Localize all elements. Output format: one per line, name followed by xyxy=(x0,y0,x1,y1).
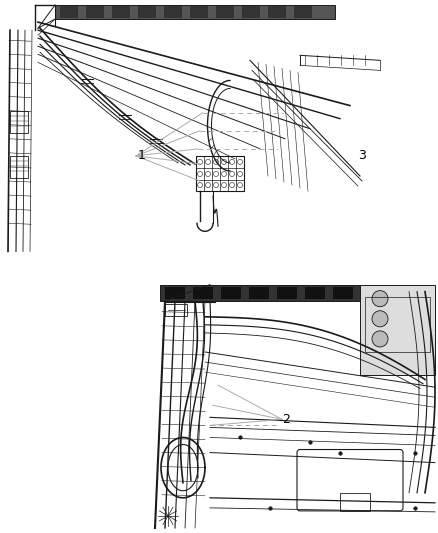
Bar xyxy=(165,304,187,316)
Bar xyxy=(10,156,28,178)
Circle shape xyxy=(372,290,388,306)
Bar xyxy=(138,6,156,18)
Bar xyxy=(160,285,430,301)
Bar xyxy=(365,297,430,352)
Bar xyxy=(249,287,269,298)
Bar xyxy=(216,6,234,18)
Bar xyxy=(60,6,78,18)
Bar xyxy=(360,285,435,375)
Text: 1: 1 xyxy=(138,149,146,163)
Bar xyxy=(165,287,185,298)
Text: 2: 2 xyxy=(282,413,290,426)
Circle shape xyxy=(372,311,388,327)
Bar xyxy=(268,6,286,18)
Bar xyxy=(55,5,335,19)
Bar xyxy=(294,6,312,18)
Bar xyxy=(86,6,104,18)
Bar xyxy=(190,6,208,18)
Bar xyxy=(340,493,370,511)
Bar xyxy=(193,287,213,298)
Bar xyxy=(277,287,297,298)
Bar xyxy=(305,287,325,298)
Bar xyxy=(10,111,28,133)
Text: 3: 3 xyxy=(358,149,366,163)
Bar xyxy=(221,287,241,298)
Bar xyxy=(164,6,182,18)
Bar xyxy=(333,287,353,298)
Bar xyxy=(242,6,260,18)
Bar xyxy=(361,287,381,298)
Bar xyxy=(196,156,244,191)
Bar xyxy=(112,6,130,18)
Circle shape xyxy=(372,331,388,347)
